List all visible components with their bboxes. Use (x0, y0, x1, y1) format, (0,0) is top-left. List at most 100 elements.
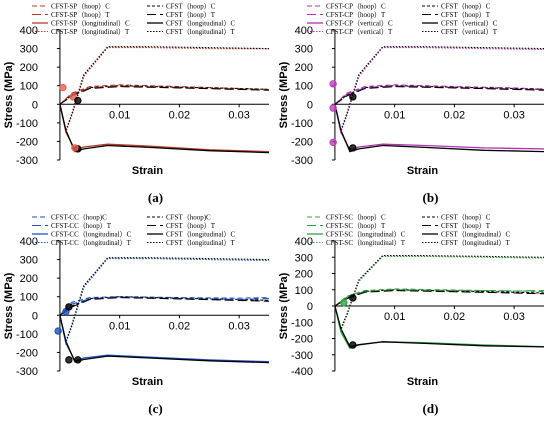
legend-label: CFST-SP（hoop）T (51, 11, 110, 19)
data-marker (74, 96, 82, 105)
series-line-8 (334, 46, 545, 133)
y-axis-label: Stress (MPa) (3, 61, 15, 128)
series-line-6 (334, 104, 545, 153)
panel-caption: (b) (423, 190, 439, 205)
data-marker (54, 327, 62, 335)
series-line-3 (59, 296, 270, 316)
y-tick-label: -400 (291, 366, 313, 378)
legend-label: CFST-CP（hoop）T (326, 11, 386, 19)
data-marker (329, 104, 337, 112)
series-line-7 (334, 255, 545, 333)
chart-panel-3: -300 -200 -100 0 100 200 300 400 0.01 0.02 0.03 Str… (3, 214, 270, 416)
y-tick-label: 400 (20, 25, 38, 37)
legend-label: CFST（longitudinal）T (441, 239, 511, 247)
y-tick-label: -100 (291, 118, 313, 130)
y-axis-label: Stress (MPa) (278, 272, 290, 339)
legend-label: CFST（vertical）T (441, 28, 498, 36)
chart-panel-4: -400 -300 -200 -100 0 100 200 300 400 0.01 0.02 0.0… (278, 214, 545, 416)
x-tick-label: 0.02 (169, 320, 190, 332)
panel-caption: (c) (148, 401, 162, 416)
y-tick-label: -200 (291, 334, 313, 346)
data-marker (69, 93, 77, 101)
y-tick-label: 0 (32, 310, 38, 322)
panel-caption: (d) (423, 401, 439, 416)
legend-label: CFST（hoop）C (441, 214, 491, 222)
data-marker (349, 341, 357, 349)
legend-label: CFST（hoop）T (441, 11, 491, 19)
chart-panel-1: -300 -200 -100 0 100 200 300 400 0.01 0.02 0.03 Str… (3, 3, 270, 205)
y-tick-label: 200 (295, 269, 313, 281)
series-line-4 (334, 290, 545, 307)
y-axis-label: Stress (MPa) (278, 61, 290, 128)
legend-label: CFST（longitudinal）C (166, 231, 236, 239)
series-line-6 (59, 315, 270, 364)
series-line-4 (59, 297, 270, 316)
legend-label: CFST（hoop）C (166, 3, 216, 11)
series-line-2 (334, 85, 545, 105)
x-tick-label: 0.02 (444, 311, 465, 323)
y-tick-label: 100 (20, 81, 38, 93)
y-tick-label: 200 (20, 273, 38, 285)
y-tick-label: -200 (291, 136, 313, 148)
x-tick-label: 0.02 (444, 109, 465, 121)
legend-label: CFST-SP（longitudinal）T (51, 28, 130, 36)
x-tick-label: 0.02 (169, 109, 190, 121)
legend-label: CFST-CC（longitudinal）C (51, 231, 132, 239)
series-line-1 (334, 84, 545, 105)
data-marker (71, 144, 79, 152)
legend-label: CFST-CC（hoop）T (51, 222, 112, 230)
data-marker (329, 80, 337, 88)
y-tick-label: 400 (295, 25, 313, 37)
x-tick-label: 0.01 (384, 311, 405, 323)
data-marker (349, 294, 357, 302)
x-tick-label: 0.01 (109, 109, 130, 121)
y-tick-label: 200 (295, 62, 313, 74)
legend-label: CFST（longitudinal）T (166, 28, 236, 36)
y-axis-label: Stress (MPa) (3, 272, 15, 339)
y-tick-label: 0 (307, 99, 313, 111)
series-line-8 (334, 255, 545, 331)
x-tick-label: 0.03 (503, 311, 524, 323)
x-tick-label: 0.01 (109, 320, 130, 332)
series-line-2 (334, 289, 545, 307)
data-marker (349, 93, 357, 101)
legend-label: CFST-CP（vertical）C (326, 20, 393, 28)
y-tick-label: -200 (16, 136, 38, 148)
legend-label: CFST（longitudinal）C (441, 231, 511, 239)
x-tick-label: 0.03 (228, 320, 249, 332)
legend-label: CFST-CC（longitudinal）T (51, 239, 132, 247)
data-marker (65, 356, 73, 364)
y-tick-label: 100 (295, 81, 313, 93)
y-tick-label: -300 (291, 155, 313, 167)
series-line-2 (59, 85, 270, 105)
data-marker (65, 303, 73, 311)
panel-caption: (a) (148, 190, 163, 205)
y-tick-label: 300 (20, 44, 38, 56)
y-tick-label: 0 (307, 301, 313, 313)
y-tick-label: -300 (291, 350, 313, 362)
y-tick-label: 400 (20, 236, 38, 248)
series-line-1 (59, 84, 270, 105)
series-line-3 (334, 85, 545, 105)
y-tick-label: -100 (16, 118, 38, 130)
y-tick-label: -300 (16, 155, 38, 167)
y-tick-label: 400 (295, 236, 313, 248)
series-line-3 (334, 289, 545, 307)
chart-panel-2: -300 -200 -100 0 100 200 300 400 0.01 0.02 0.03 Str… (278, 3, 545, 205)
legend-label: CFST-SP（longitudinal）C (51, 20, 130, 28)
y-tick-label: -200 (16, 347, 38, 359)
x-tick-label: 0.03 (503, 109, 524, 121)
y-tick-label: 300 (20, 255, 38, 267)
legend-label: CFST-SC（hoop）T (326, 222, 386, 230)
x-axis-label: Strain (132, 376, 163, 388)
y-tick-label: 100 (20, 292, 38, 304)
data-marker (349, 144, 357, 152)
y-tick-label: 300 (295, 252, 313, 264)
legend-label: CFST-CP（hoop）C (326, 3, 386, 11)
legend-label: CFST-SC（hoop）C (326, 214, 386, 222)
legend-label: CFST（hoop）T (166, 11, 216, 19)
legend-label: CFST-CP（vertical）T (326, 28, 393, 36)
series-line-1 (334, 288, 545, 307)
y-tick-label: 100 (295, 285, 313, 297)
